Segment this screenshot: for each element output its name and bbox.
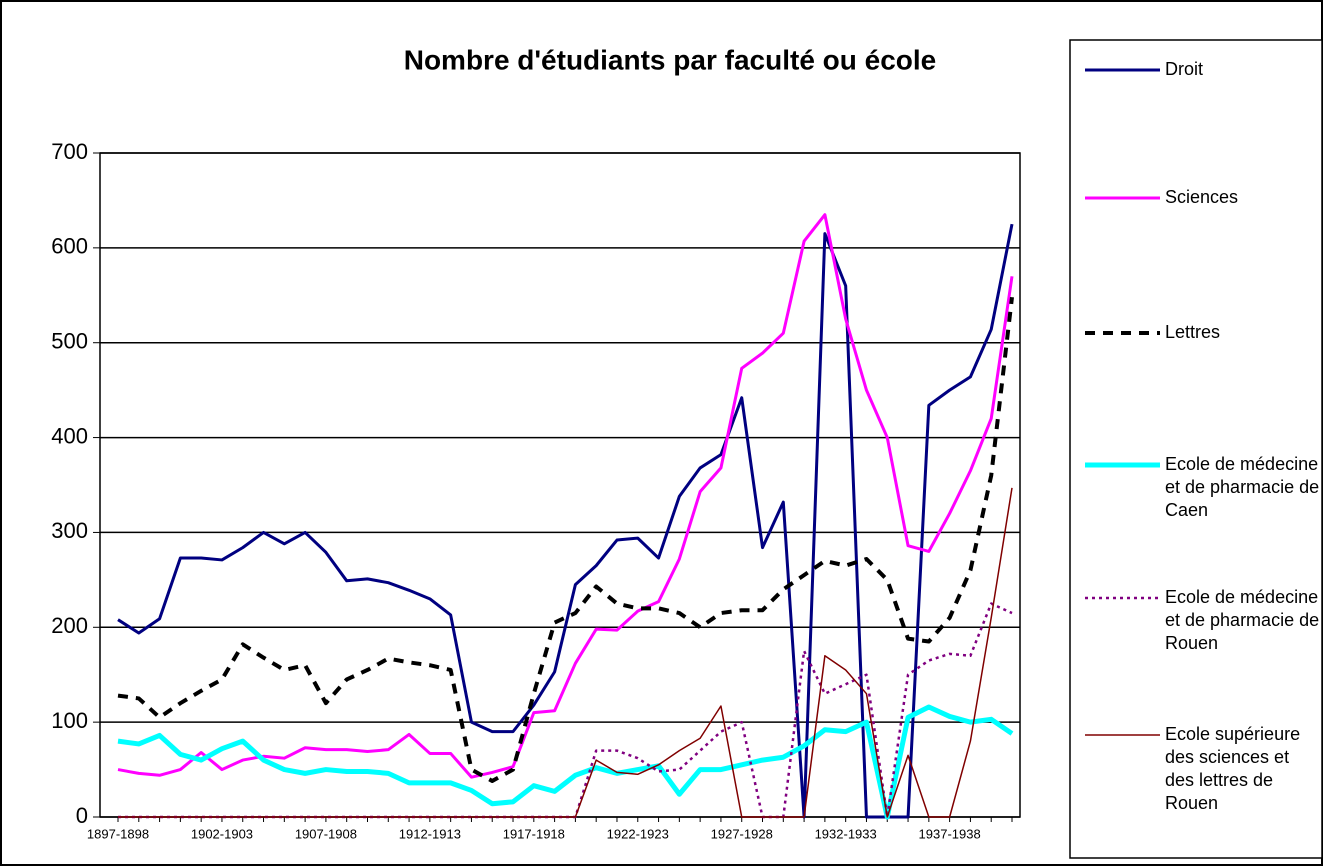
y-tick-label: 600	[51, 234, 88, 259]
legend-label: Ecole de médecine et de pharmacie de Rou…	[1165, 587, 1320, 653]
plot-area	[99, 152, 1021, 818]
x-tick-label: 1912-1913	[399, 826, 461, 841]
x-tick-label: 1937-1938	[919, 826, 981, 841]
x-tick-label: 1902-1903	[191, 826, 253, 841]
legend-label: Droit	[1165, 59, 1204, 79]
y-tick-label: 500	[51, 329, 88, 354]
y-tick-label: 700	[51, 139, 88, 164]
legend-box	[1069, 39, 1323, 859]
legend-label: Sciences	[1165, 187, 1239, 207]
series-line	[117, 223, 1014, 819]
series-line	[117, 213, 1014, 779]
y-tick-label: 0	[76, 803, 88, 828]
x-tick-label: 1917-1918	[503, 826, 565, 841]
legend-label: Ecole de médecine et de pharmacie de Cae…	[1165, 454, 1320, 520]
x-tick-label: 1932-1933	[815, 826, 877, 841]
x-tick-label: 1907-1908	[295, 826, 357, 841]
series-line	[118, 487, 1013, 818]
y-tick-label: 300	[51, 518, 88, 543]
legend-label: Lettres	[1165, 322, 1221, 342]
chart-title: Nombre d'étudiants par faculté ou école	[404, 44, 937, 75]
legend-label: Ecole supérieure des sciences et des let…	[1165, 724, 1301, 813]
x-tick-label: 1897-1898	[87, 826, 149, 841]
y-tick-label: 100	[51, 708, 88, 733]
x-tick-label: 1922-1923	[607, 826, 669, 841]
y-tick-label: 400	[51, 423, 88, 448]
x-tick-label: 1927-1928	[711, 826, 773, 841]
series-line	[117, 704, 1014, 820]
y-tick-label: 200	[51, 613, 88, 638]
